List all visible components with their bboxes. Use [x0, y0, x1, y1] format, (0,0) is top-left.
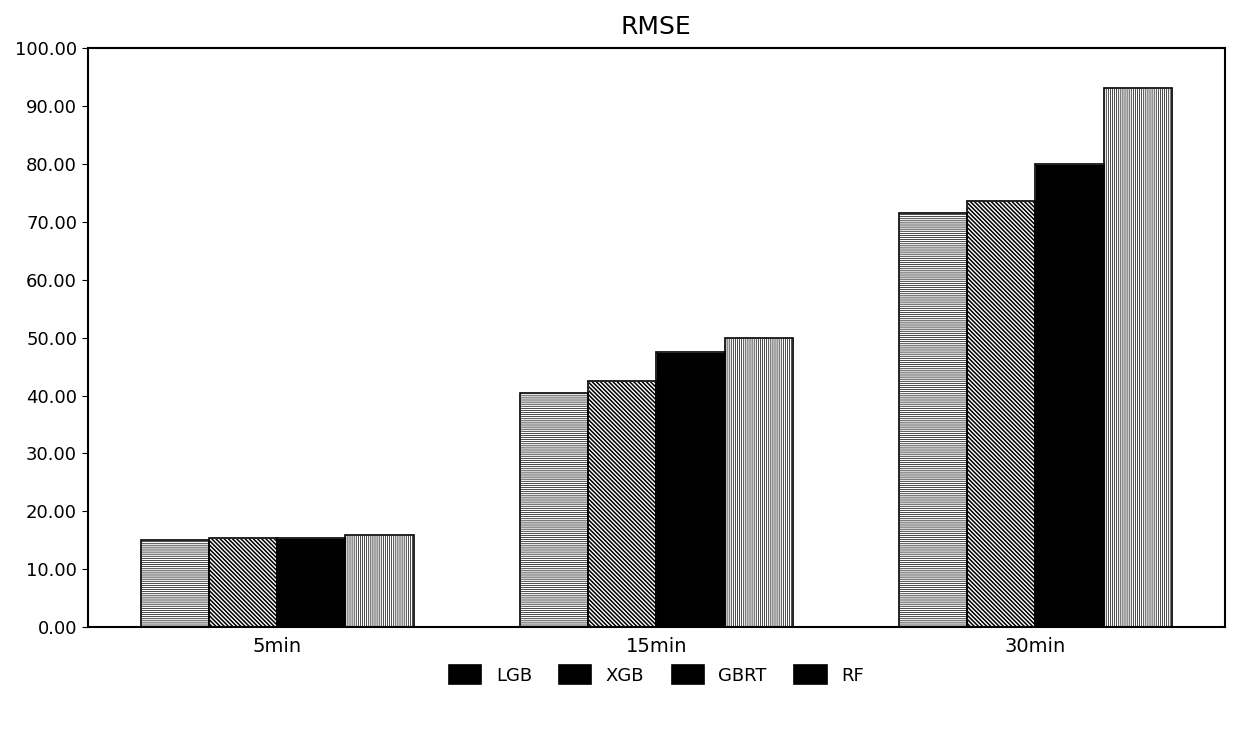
Bar — [346, 535, 414, 627]
Bar — [520, 393, 588, 627]
Bar — [520, 393, 588, 627]
Bar — [277, 538, 346, 627]
Bar — [140, 541, 208, 627]
Legend: LGB, XGB, GBRT, RF: LGB, XGB, GBRT, RF — [440, 656, 873, 694]
Bar — [346, 535, 414, 627]
Bar — [724, 338, 792, 627]
Bar — [967, 201, 1035, 627]
Bar — [899, 213, 967, 627]
Bar — [1035, 164, 1104, 627]
Title: RMSE: RMSE — [621, 15, 692, 39]
Bar — [588, 381, 656, 627]
Bar — [588, 381, 656, 627]
Bar — [140, 541, 208, 627]
Bar — [656, 352, 724, 627]
Bar — [208, 538, 277, 627]
Bar — [656, 352, 724, 627]
Bar — [724, 338, 792, 627]
Bar — [1104, 88, 1172, 627]
Bar — [967, 201, 1035, 627]
Bar — [277, 538, 346, 627]
Bar — [1035, 164, 1104, 627]
Bar — [1104, 88, 1172, 627]
Bar — [208, 538, 277, 627]
Bar — [899, 213, 967, 627]
